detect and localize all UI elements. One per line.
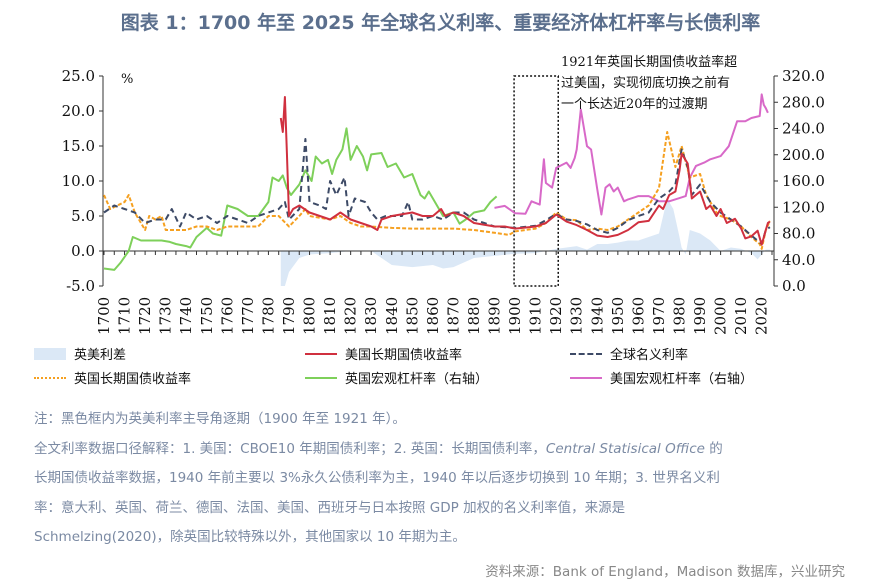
x-tick-label: 1760 bbox=[218, 297, 236, 335]
right-tick-label: 40.0 bbox=[782, 251, 815, 269]
x-tick-label: 1840 bbox=[383, 297, 401, 335]
right-tick-label: 320.0 bbox=[782, 67, 825, 85]
x-tick-label: 1700 bbox=[95, 297, 113, 335]
right-tick-label: 200.0 bbox=[782, 146, 825, 164]
right-tick-label: 240.0 bbox=[782, 120, 825, 138]
x-tick-label: 1950 bbox=[609, 297, 627, 335]
series-line bbox=[279, 96, 771, 246]
chart-title: 图表 1：1700 年至 2025 年全球名义利率、重要经济体杠杆率与长债利率 bbox=[120, 12, 761, 34]
right-tick-label: 160.0 bbox=[782, 172, 825, 190]
x-tick-label: 2020 bbox=[753, 297, 771, 335]
legend-label: 英美利差 bbox=[74, 348, 127, 363]
x-tick-label: 1880 bbox=[465, 297, 483, 335]
legend-swatch bbox=[305, 352, 337, 355]
x-tick-label: 1920 bbox=[547, 297, 565, 335]
note-text: 全文利率数据口径解释：1. 美国：CBOE10 年期国债利率；2. 英国：长期国… bbox=[34, 440, 546, 457]
x-tick-label: 1750 bbox=[198, 297, 216, 335]
x-tick-label: 1810 bbox=[321, 297, 339, 335]
note-italic: Central Statisical Office bbox=[545, 440, 705, 457]
right-tick-label: 80.0 bbox=[782, 225, 815, 243]
legend-label: 全球名义利率 bbox=[610, 348, 689, 363]
x-tick-label: 1740 bbox=[177, 297, 195, 335]
x-tick-label: 2000 bbox=[712, 297, 730, 335]
legend-item-uk-yield: 英国长期国债收益率 bbox=[34, 368, 191, 387]
note-text: 的 bbox=[704, 440, 723, 457]
x-tick-label: 1940 bbox=[588, 297, 606, 335]
legend-label: 英国宏观杠杆率（右轴） bbox=[345, 372, 489, 387]
legend-swatch bbox=[34, 376, 66, 379]
legend-swatch bbox=[570, 376, 602, 379]
chart: 25.0 20.0 15.0 10.0 5.0 0.0 -5.0 320.0 280.0 240.… bbox=[62, 67, 825, 335]
legend-item-uk-leverage: 英国宏观杠杆率（右轴） bbox=[305, 368, 488, 387]
x-tick-label: 1890 bbox=[486, 297, 504, 335]
legend-label: 英国长期国债收益率 bbox=[74, 372, 192, 387]
x-tick-label: 1910 bbox=[527, 297, 545, 335]
x-tick-label: 1800 bbox=[301, 297, 319, 335]
highlight-box bbox=[513, 75, 559, 287]
series-area-spread bbox=[280, 198, 770, 286]
legend-item-global-rate: 全球名义利率 bbox=[570, 344, 688, 363]
right-tick-label: 120.0 bbox=[782, 198, 825, 216]
note-line: 注：黑色框内为英美利率主导角逐期（1900 年至 1921 年）。 bbox=[34, 411, 406, 427]
left-tick-label: 20.0 bbox=[62, 102, 95, 120]
legend-label: 美国宏观杠杆率（右轴） bbox=[610, 372, 754, 387]
x-tick-label: 1860 bbox=[424, 297, 442, 335]
legend-item-spread: 英美利差 bbox=[34, 344, 126, 363]
x-tick-label: 1780 bbox=[259, 297, 277, 335]
source: 资料来源：Bank of England，Madison 数据库，兴业研究 bbox=[485, 564, 845, 580]
x-tick-label: 1970 bbox=[650, 297, 668, 335]
legend-label: 美国长期国债收益率 bbox=[345, 348, 463, 363]
x-tick-label: 1990 bbox=[691, 297, 709, 335]
x-tick-label: 1930 bbox=[568, 297, 586, 335]
left-unit: % bbox=[121, 72, 133, 87]
x-tick-label: 1790 bbox=[280, 297, 298, 335]
legend-swatch bbox=[570, 352, 602, 355]
note-line: 率：意大利、英国、荷兰、德国、法国、美国、西班牙与日本按照 GDP 加权的名义利… bbox=[34, 499, 626, 516]
annotation-line: 过美国，实现彻底切换之前有 bbox=[561, 76, 731, 91]
x-tick-label: 1730 bbox=[157, 297, 175, 335]
x-tick-label: 1900 bbox=[506, 297, 524, 335]
notes: 注：黑色框内为英美利率主导角逐期（1900 年至 1921 年）。 全文利率数据… bbox=[34, 405, 854, 553]
note-line: 全文利率数据口径解释：1. 美国：CBOE10 年期国债利率；2. 英国：长期国… bbox=[34, 435, 854, 465]
left-tick-label: 5.0 bbox=[71, 207, 95, 225]
note-line: 长期国债收益率数据，1940 年前主要以 3%永久公债利率为主，1940 年以后… bbox=[34, 470, 720, 486]
x-tick-label: 1770 bbox=[239, 297, 257, 335]
legend-swatch bbox=[305, 376, 337, 379]
x-tick-label: 1830 bbox=[362, 297, 380, 335]
legend-item-us-yield: 美国长期国债收益率 bbox=[305, 344, 462, 363]
x-tick-label: 1980 bbox=[671, 297, 689, 335]
annotation-line: 一个长达近20年的过渡期 bbox=[561, 97, 708, 112]
annotation: 1921年英国长期国债收益率超 过美国，实现彻底切换之前有 一个长达近20年的过… bbox=[561, 52, 737, 115]
x-tick-label: 1960 bbox=[629, 297, 647, 335]
legend-item-us-leverage: 美国宏观杠杆率（右轴） bbox=[570, 368, 753, 387]
left-tick-label: 25.0 bbox=[62, 67, 95, 85]
series-line bbox=[103, 127, 498, 271]
left-tick-label: 15.0 bbox=[62, 137, 95, 155]
x-tick-label: 1720 bbox=[136, 297, 154, 335]
note-line: Schmelzing(2020)，除英国比较特殊以外，其他国家以 10 年期为主… bbox=[34, 529, 466, 545]
series-line bbox=[494, 93, 769, 216]
right-tick-label: 0.0 bbox=[782, 277, 806, 295]
right-tick-label: 280.0 bbox=[782, 93, 825, 111]
left-tick-label: 0.0 bbox=[71, 242, 95, 260]
x-tick-label: 1850 bbox=[403, 297, 421, 335]
legend-swatch bbox=[34, 347, 66, 360]
annotation-line: 1921年英国长期国债收益率超 bbox=[561, 55, 738, 70]
x-tick-label: 1820 bbox=[342, 297, 360, 335]
x-tick-label: 2010 bbox=[732, 297, 750, 335]
x-tick-label: 1870 bbox=[444, 297, 462, 335]
left-tick-label: -5.0 bbox=[66, 277, 95, 295]
x-tick-label: 1710 bbox=[116, 297, 134, 335]
left-tick-label: 10.0 bbox=[62, 172, 95, 190]
